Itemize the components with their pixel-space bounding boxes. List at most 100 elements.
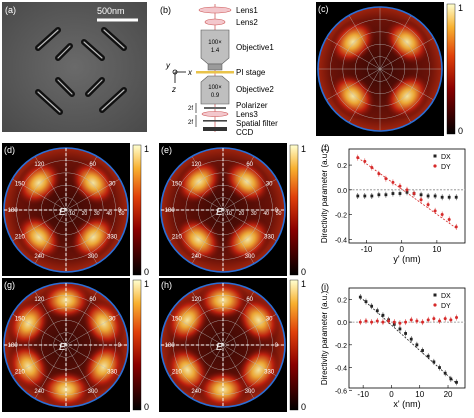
polar-radius-label: 20 [82,211,88,217]
component-objective2: Objective2 [236,85,274,94]
data-point-dx [384,193,388,197]
polar-angle-label: 150 [172,316,183,322]
chart-f: -10 0 10 0.2 0.0 -0.2 -0.4 y' (nm) Directivity p… [320,143,466,264]
polar-angle-label: 30 [266,316,273,322]
panel-label-i: (i) [321,282,329,292]
data-point-dx [426,354,430,358]
polar-outline [317,6,443,132]
data-point-dx [426,194,430,198]
data-point-dy [443,317,447,321]
focal-label-1: 2f [188,106,193,112]
data-point-dy [364,319,368,323]
colorbar-min-label: 0 [144,402,149,412]
polar-angle-label: 300 [88,389,99,395]
coordinate-axes [172,69,186,83]
polar-angle-label: 60 [246,162,253,168]
component-objective1: Objective1 [236,43,274,52]
pi-stage-shape [196,71,234,74]
data-point-dx [432,360,436,364]
data-point-dx [356,194,360,198]
colorbar-max-label: 1 [301,144,306,154]
data-point-dx [377,193,381,197]
colorbar [446,3,456,135]
polar-angle-label: 240 [191,389,202,395]
data-point-dx [438,366,441,369]
nanorod [57,45,71,59]
data-point-dy [426,318,430,322]
polar-angle-label: 210 [15,235,26,241]
x-tick-label: 0 [400,245,405,254]
data-point-dx [409,337,413,341]
y-axis-label: Directivity parameter (a.u.) [320,291,329,386]
panel-label-e: (e) [161,145,172,155]
polar-panel-c: 1 0 (c) [314,0,471,140]
component-ccd: CCD [236,128,254,137]
polar-radius-label: 30 [94,211,100,217]
nanorod [101,89,125,111]
data-point-dy [409,318,413,322]
intensity-lobe [224,216,272,263]
data-point-dy [363,159,367,163]
polarizer-shape [204,107,226,109]
data-point-dx [370,304,374,308]
objective2-mag: 100× [208,85,222,91]
data-point-dx [364,300,368,304]
y-axis-label: Directivity parameter (a.u.) [320,149,329,244]
polar-angle-label: 60 [89,162,96,168]
polar-angle-label: 180 [165,343,176,349]
panel-b: (b) 100× 1.4 100× 0.9 2f 2f y x z Lens1 … [160,4,278,137]
nanorod [103,29,125,49]
polar-angle-label: 300 [245,389,256,395]
panel-label-c: (c) [318,4,329,14]
data-point-dy [356,156,360,160]
polar-angle-label: 0 [118,208,122,214]
data-point-dy [447,218,451,221]
data-point-dx [398,327,402,331]
legend-label: DX [441,154,451,161]
colorbar-min-label: 0 [458,126,463,136]
polar-angle-label: 30 [109,316,116,322]
y-tick-label: 0.0 [337,188,347,195]
panel-label-b: (b) [160,5,171,15]
y-tick-label: -0.4 [335,237,347,244]
intensity-lobe [165,295,210,345]
data-point-dx [419,193,423,197]
y-tick-label: -0.2 [335,343,347,350]
panel-a: 500nm (a) [2,2,147,132]
polar-angle-label: 180 [165,208,176,214]
polar-angle-label: 120 [191,297,202,303]
data-point-dx [440,195,444,199]
nanorods [35,27,127,115]
polar-angle-label: 0 [275,208,279,214]
legend-marker-dx [433,154,437,158]
y-tick-label: -0.2 [335,213,347,220]
polar-angle-label: 120 [34,297,45,303]
polar-radius-label: 40 [263,211,269,217]
data-point-dy [387,319,391,323]
objective1-na: 1.4 [211,48,220,54]
legend-label: DX [441,293,451,300]
polar-angle-label: 150 [15,181,26,187]
intensity-lobe [329,73,376,120]
data-point-dy [433,209,437,213]
intensity-lobe [329,18,376,65]
panel-label-d: (d) [4,145,15,155]
objective2-na: 0.9 [211,93,220,99]
polar-angle-label: 240 [34,254,45,260]
data-point-dx [415,343,419,347]
polar-angle-label: 30 [109,181,116,187]
scale-bar-label: 500nm [97,6,125,16]
component-polarizer: Polarizer [236,101,268,110]
component-pi-stage: PI stage [236,68,266,77]
data-point-dx [433,194,437,198]
intensity-lobe [384,18,431,65]
data-point-dx [404,332,407,335]
data-point-dy [381,320,385,324]
polar-angle-label: 60 [246,297,253,303]
polar-angle-label: 300 [245,254,256,260]
x-tick-label: 10 [432,245,441,254]
polar-radius-label: 10 [69,211,75,217]
